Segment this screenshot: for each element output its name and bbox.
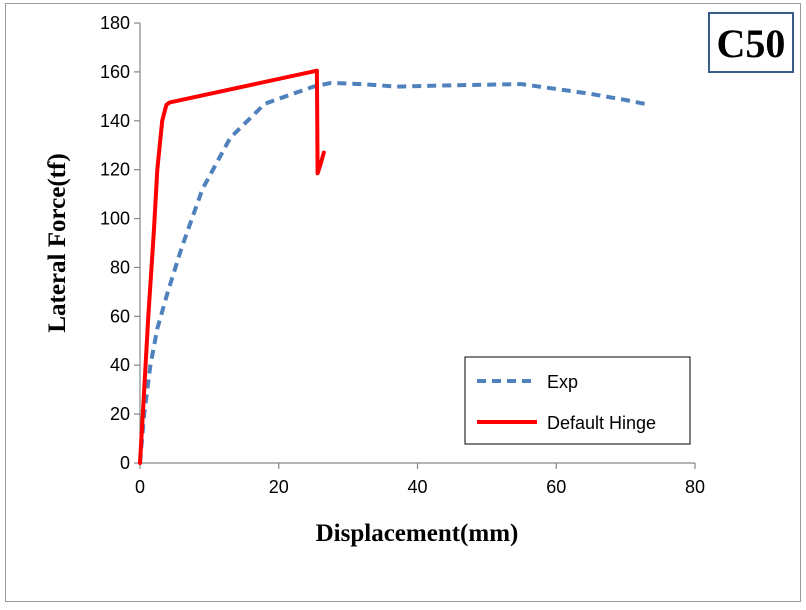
y-tick-label: 80: [110, 257, 130, 277]
y-tick-label: 20: [110, 404, 130, 424]
x-tick-label: 0: [135, 477, 145, 497]
x-axis-title: Displacement(mm): [316, 520, 519, 547]
x-tick-label: 40: [407, 477, 427, 497]
y-axis-title: Lateral Force(tf): [44, 153, 71, 332]
legend-label-exp: Exp: [547, 372, 578, 392]
chart-tag-box: C50: [708, 12, 794, 73]
y-tick-label: 140: [100, 111, 130, 131]
series-layer: [138, 68, 651, 465]
x-tick-label: 20: [269, 477, 289, 497]
y-tick-label: 60: [110, 306, 130, 326]
y-tick-label: 0: [120, 453, 130, 473]
legend: Exp Default Hinge: [464, 356, 691, 445]
series-line-exp: [138, 80, 651, 464]
chart-frame: [5, 3, 801, 602]
y-tick-label: 180: [100, 13, 130, 33]
y-tick-label: 160: [100, 62, 130, 82]
series-line-default-hinge: [138, 68, 326, 465]
chart-tag: C50: [717, 21, 786, 66]
x-tick-label: 80: [685, 477, 705, 497]
legend-label-default-hinge: Default Hinge: [547, 413, 656, 433]
tick-labels: 0 20 40 60 80 100 120 140 160 180 0 20 40 60 80: [100, 13, 705, 497]
axes: [134, 22, 696, 469]
y-tick-label: 40: [110, 355, 130, 375]
y-tick-label: 100: [100, 209, 130, 229]
y-tick-label: 120: [100, 160, 130, 180]
x-tick-label: 60: [546, 477, 566, 497]
